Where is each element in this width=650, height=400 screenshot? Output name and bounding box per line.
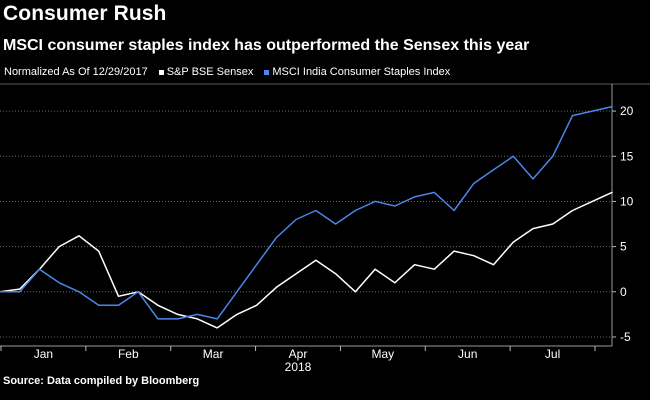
legend-swatch-msci [264,69,270,75]
y-tick-label: 5 [620,240,627,254]
legend-item-sensex: S&P BSE Sensex [158,66,254,78]
chart-subtitle: MSCI consumer staples index has outperfo… [3,37,530,54]
x-tick-label: Feb [118,347,139,361]
legend-label-msci: MSCI India Consumer Staples Index [272,66,451,78]
legend-swatch-sensex [158,69,164,75]
chart-title: Consumer Rush [3,2,167,25]
legend: Normalized As Of 12/29/2017 S&P BSE Sens… [4,66,450,78]
y-tick-label: 15 [620,149,634,163]
series-lines [0,105,613,329]
legend-item-msci: MSCI India Consumer Staples Index [264,66,450,78]
legend-note: Normalized As Of 12/29/2017 [4,66,148,78]
x-tick-label: Jan [34,347,53,361]
y-tick-label: -5 [620,330,631,344]
series-line-msci-consumer-staples [0,105,613,320]
x-axis-year-label: 2018 [285,360,312,374]
y-tick-label: 0 [620,285,627,299]
source-note: Source: Data compiled by Bloomberg [3,375,200,387]
axes: -5 0 5 10 15 20 Jan Feb Mar Apr May Jun Jul 2018 [0,84,634,374]
x-tick-label: Mar [203,347,224,361]
series-line-sensex [0,191,613,329]
x-tick-label: Jun [458,347,477,361]
x-tick-label: Jul [545,347,560,361]
x-tick-label: May [372,347,395,361]
legend-label-sensex: S&P BSE Sensex [166,66,254,78]
y-tick-label: 10 [620,194,634,208]
x-tick-label: Apr [289,347,308,361]
gridlines [0,83,650,338]
y-tick-label: 20 [620,104,634,118]
